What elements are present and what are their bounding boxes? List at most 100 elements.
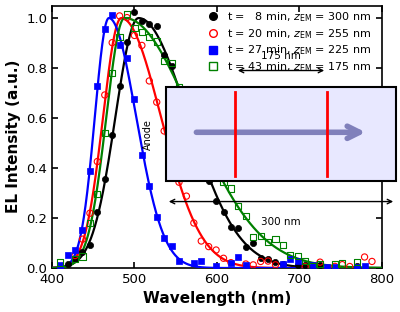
- Point: [294, 259, 301, 264]
- Point: [354, 260, 360, 265]
- Legend: t =   8 min, $z_{\rm EM}$ = 300 nm, t = 20 min, $z_{\rm EM}$ = 255 nm, t = 27 mi: t = 8 min, $z_{\rm EM}$ = 300 nm, t = 20…: [198, 6, 376, 78]
- Point: [146, 184, 152, 189]
- Point: [339, 262, 346, 267]
- Point: [72, 248, 78, 253]
- Point: [161, 53, 167, 58]
- Point: [198, 238, 204, 243]
- Point: [176, 85, 182, 90]
- Point: [168, 162, 175, 167]
- Point: [332, 264, 338, 269]
- Point: [302, 259, 308, 264]
- Point: [131, 9, 138, 14]
- Point: [154, 39, 160, 44]
- Point: [228, 186, 234, 191]
- Point: [102, 26, 108, 31]
- Point: [310, 264, 316, 269]
- Point: [87, 243, 93, 248]
- Point: [176, 259, 182, 264]
- Point: [72, 253, 78, 258]
- Point: [168, 60, 175, 65]
- Point: [213, 264, 219, 269]
- Point: [161, 59, 167, 64]
- Point: [161, 129, 167, 134]
- Point: [280, 261, 286, 266]
- Point: [250, 235, 256, 240]
- Point: [109, 40, 115, 45]
- Point: [235, 226, 242, 231]
- Point: [242, 244, 249, 249]
- Point: [168, 243, 175, 248]
- Point: [168, 64, 175, 69]
- Point: [161, 235, 167, 240]
- Point: [102, 131, 108, 136]
- Point: [183, 194, 190, 199]
- Point: [94, 159, 100, 164]
- Point: [146, 78, 152, 83]
- Point: [191, 129, 197, 134]
- Point: [72, 256, 78, 261]
- Point: [109, 70, 115, 75]
- Point: [272, 260, 279, 265]
- Point: [213, 168, 219, 173]
- Point: [265, 259, 271, 264]
- Point: [183, 109, 190, 114]
- Text: 300 nm: 300 nm: [261, 217, 301, 227]
- Point: [235, 255, 242, 260]
- Point: [131, 33, 138, 38]
- Point: [124, 15, 130, 20]
- Point: [116, 13, 123, 18]
- Point: [87, 211, 93, 216]
- Point: [94, 191, 100, 196]
- Point: [280, 242, 286, 247]
- Point: [265, 256, 271, 261]
- Point: [258, 256, 264, 261]
- Point: [64, 262, 71, 267]
- Text: Anode: Anode: [142, 119, 153, 149]
- Point: [220, 209, 227, 214]
- Point: [361, 255, 368, 260]
- Point: [57, 260, 64, 265]
- Point: [79, 237, 86, 242]
- Point: [72, 256, 78, 261]
- Point: [176, 90, 182, 95]
- Point: [146, 34, 152, 39]
- Point: [206, 155, 212, 160]
- Point: [220, 179, 227, 184]
- Point: [242, 261, 249, 266]
- Point: [154, 100, 160, 105]
- Point: [354, 264, 360, 269]
- X-axis label: Wavelength (nm): Wavelength (nm): [143, 291, 291, 306]
- Point: [116, 84, 123, 89]
- Point: [228, 261, 234, 266]
- Point: [139, 19, 145, 24]
- Point: [287, 257, 294, 262]
- Point: [109, 12, 115, 17]
- Point: [109, 132, 115, 137]
- Point: [250, 241, 256, 246]
- Point: [302, 263, 308, 268]
- Point: [272, 262, 279, 267]
- Point: [191, 260, 197, 265]
- Point: [139, 43, 145, 48]
- Point: [198, 162, 204, 167]
- Point: [310, 263, 316, 268]
- Point: [139, 152, 145, 157]
- Point: [116, 43, 123, 48]
- Point: [79, 250, 86, 255]
- Point: [87, 168, 93, 173]
- Point: [154, 215, 160, 220]
- Point: [310, 264, 316, 269]
- Point: [258, 234, 264, 239]
- Point: [87, 220, 93, 225]
- Point: [79, 254, 86, 259]
- Point: [206, 178, 212, 183]
- Point: [220, 256, 227, 261]
- Point: [354, 264, 360, 269]
- Point: [235, 204, 242, 209]
- Point: [258, 259, 264, 264]
- Point: [131, 96, 138, 101]
- Point: [369, 259, 375, 264]
- Point: [317, 262, 323, 267]
- Point: [265, 239, 271, 244]
- Point: [361, 263, 368, 268]
